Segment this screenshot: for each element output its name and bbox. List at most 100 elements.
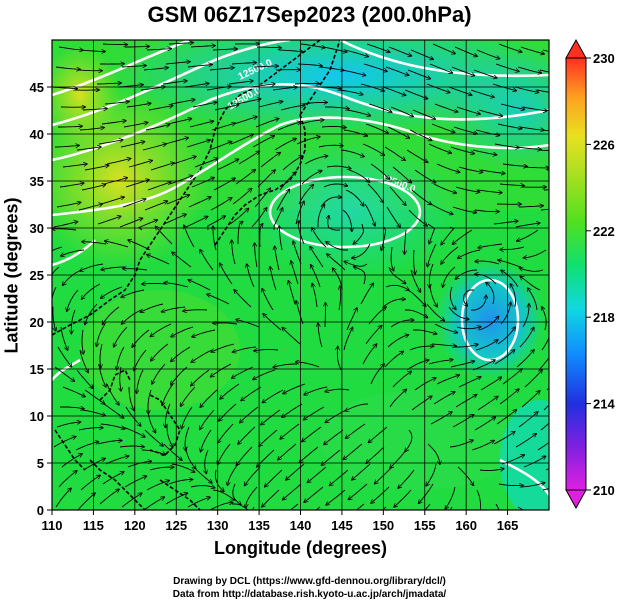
streamline: [407, 69, 430, 79]
streamline: [404, 89, 427, 99]
streamline: [304, 156, 327, 165]
streamline: [322, 449, 341, 465]
streamline: [106, 383, 119, 405]
streamline: [274, 139, 296, 151]
streamline: [456, 327, 481, 329]
streamline: [62, 386, 85, 397]
x-tick-label: 165: [497, 518, 519, 533]
streamline: [119, 446, 144, 447]
streamline: [220, 383, 240, 399]
streamline: [296, 137, 320, 145]
streamline: [371, 486, 390, 503]
streamline: [261, 409, 281, 425]
streamline: [147, 255, 170, 265]
streamline: [52, 87, 77, 89]
streamline: [260, 153, 280, 168]
streamline: [365, 123, 388, 133]
streamline: [232, 366, 254, 378]
streamline: [405, 309, 427, 318]
streamline: [200, 409, 215, 429]
streamline: [192, 329, 216, 337]
streamline: [218, 443, 231, 464]
streamline: [434, 323, 457, 333]
streamline: [388, 46, 411, 56]
streamline: [412, 109, 435, 119]
y-tick-label: 10: [30, 409, 44, 424]
streamline: [212, 49, 237, 50]
streamline: [128, 240, 151, 251]
streamline: [100, 343, 102, 368]
streamline: [187, 497, 210, 508]
streamline: [368, 103, 392, 112]
streamline: [255, 243, 258, 268]
streamline: [458, 249, 481, 258]
streamline: [240, 406, 259, 423]
streamline: [455, 186, 479, 192]
streamline: [362, 143, 384, 155]
streamline: [521, 391, 540, 408]
streamline: [352, 463, 371, 480]
streamline: [304, 406, 325, 420]
streamline: [479, 469, 504, 471]
streamline: [392, 166, 411, 183]
streamline: [211, 363, 232, 377]
streamline: [541, 328, 549, 351]
streamline: [500, 246, 525, 250]
streamline: [368, 307, 386, 325]
x-tick-label: 120: [124, 518, 146, 533]
streamline: [498, 43, 522, 52]
streamline: [103, 178, 127, 185]
streamline: [462, 289, 474, 306]
colorbar-tick-label: 230: [593, 51, 615, 66]
drawing-credit: Drawing by DCL (https://www.gfd-dennou.o…: [173, 576, 446, 587]
streamline: [128, 386, 134, 410]
streamline: [458, 166, 482, 172]
streamline: [124, 476, 146, 488]
streamline: [190, 486, 215, 488]
streamline: [75, 442, 98, 451]
streamline: [216, 159, 238, 171]
streamline: [265, 469, 283, 487]
streamline: [170, 100, 195, 105]
streamline: [228, 463, 239, 485]
streamline: [365, 326, 382, 345]
streamline: [470, 89, 494, 97]
streamline: [132, 329, 150, 347]
streamline: [427, 223, 436, 244]
y-tick-labels: 0 5 10 15 20 25 30 35 40 45: [30, 80, 52, 518]
streamline: [474, 210, 499, 212]
streamline: [382, 86, 406, 95]
streamline: [312, 284, 318, 308]
streamline: [143, 68, 168, 71]
streamline: [209, 503, 233, 510]
streamline: [478, 109, 502, 116]
streamline: [52, 229, 77, 230]
streamline: [543, 189, 549, 191]
streamline: [59, 407, 84, 409]
streamline: [407, 289, 426, 306]
streamline: [502, 369, 522, 385]
streamline: [283, 483, 302, 500]
streamline: [272, 87, 297, 91]
colorbar-tick-label: 226: [593, 137, 615, 152]
streamline: [317, 205, 325, 227]
streamline: [168, 480, 192, 485]
streamline: [231, 63, 256, 64]
streamline: [520, 46, 544, 54]
streamline: [279, 226, 283, 251]
streamline: [302, 426, 322, 442]
streamline: [299, 120, 324, 125]
streamline: [251, 208, 267, 228]
streamline: [213, 226, 217, 251]
streamline: [370, 364, 384, 385]
streamline: [122, 199, 146, 208]
streamline: [141, 449, 165, 455]
streamline: [144, 201, 167, 211]
streamline: [171, 463, 195, 472]
streamline: [476, 49, 499, 59]
streamline: [542, 307, 547, 331]
streamline: [81, 185, 105, 191]
streamline: [84, 165, 109, 171]
streamline: [472, 360, 495, 371]
